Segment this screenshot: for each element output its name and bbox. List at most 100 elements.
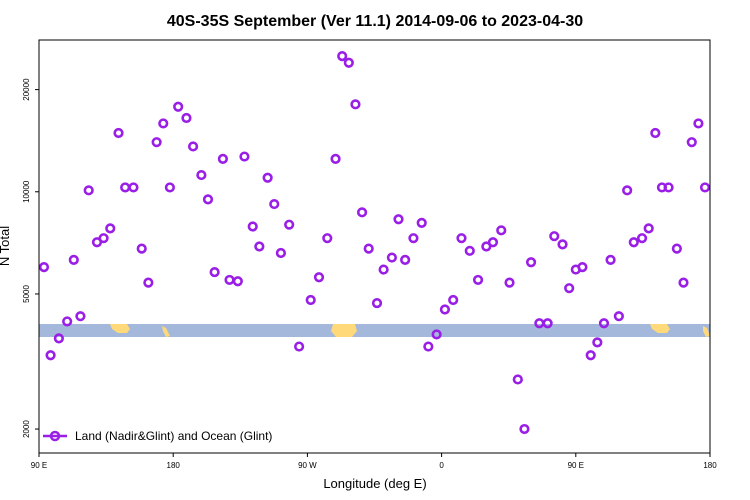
data-point-0-24	[217, 153, 229, 164]
data-point-0-12	[128, 182, 139, 193]
data-point-0-6	[83, 185, 94, 196]
data-point-0-34	[294, 341, 305, 352]
x-tick-label-5: 180	[703, 461, 717, 470]
data-point-0-67	[549, 231, 560, 242]
data-point-0-43	[363, 243, 374, 254]
data-point-0-13	[136, 243, 147, 254]
data-point-0-30	[262, 172, 273, 183]
data-point-0-37	[322, 233, 333, 244]
world-map-strip	[39, 324, 710, 337]
data-point-0-35	[305, 294, 316, 306]
data-point-0-78	[628, 237, 639, 248]
data-point-0-2	[53, 333, 64, 344]
y-tick-label-1: 5000	[22, 285, 31, 303]
data-point-0-62	[512, 374, 523, 385]
data-point-0-77	[622, 185, 633, 196]
land-patch-3	[331, 324, 357, 337]
data-point-0-14	[143, 277, 154, 288]
x-tick-label-4: 90 E	[568, 461, 584, 470]
data-point-0-3	[62, 316, 73, 327]
x-axis-label: Longitude (deg E)	[323, 476, 426, 491]
data-point-0-53	[439, 304, 451, 315]
data-point-0-71	[577, 261, 588, 273]
data-point-0-17	[164, 182, 175, 193]
x-tick-label-3: 0	[439, 461, 444, 470]
data-points	[38, 51, 711, 435]
data-point-0-54	[448, 294, 459, 306]
data-point-0-10	[113, 127, 124, 139]
data-point-0-32	[275, 247, 286, 259]
data-point-0-56	[464, 245, 475, 256]
data-point-0-8	[98, 233, 109, 244]
data-point-0-72	[585, 350, 596, 361]
data-point-0-75	[605, 254, 616, 265]
data-point-0-20	[187, 141, 199, 152]
data-point-0-57	[472, 274, 484, 286]
data-point-0-5	[75, 311, 86, 322]
data-point-0-42	[356, 207, 368, 218]
data-point-0-68	[557, 239, 568, 250]
data-point-0-52	[431, 329, 442, 340]
land-patch-5	[703, 326, 710, 337]
data-point-0-40	[343, 57, 354, 68]
data-point-0-84	[671, 243, 682, 254]
data-point-0-29	[254, 241, 265, 252]
data-point-0-63	[519, 423, 530, 435]
data-point-0-28	[247, 221, 258, 232]
data-point-0-81	[650, 127, 661, 139]
x-axis: 90 E 180 90 W 0 90 E 180	[31, 453, 717, 470]
data-point-0-47	[393, 214, 404, 225]
data-point-0-15	[151, 137, 162, 148]
land-patch-1	[110, 324, 130, 333]
data-point-0-65	[534, 318, 545, 329]
data-point-0-48	[400, 254, 411, 265]
data-point-0-41	[350, 99, 361, 110]
data-point-0-11	[120, 182, 131, 193]
data-point-0-61	[504, 277, 515, 288]
data-point-0-85	[678, 277, 689, 288]
data-point-0-45	[378, 264, 389, 275]
data-point-0-1	[45, 350, 56, 361]
data-point-0-51	[423, 341, 434, 352]
y-tick-label-0: 2000	[22, 420, 31, 438]
data-point-0-26	[232, 276, 243, 287]
data-point-0-21	[196, 169, 207, 181]
data-point-0-9	[105, 223, 116, 234]
chart-title: 40S-35S September (Ver 11.1) 2014-09-06 …	[167, 13, 583, 30]
data-point-0-80	[643, 223, 654, 234]
data-point-0-33	[284, 219, 295, 230]
data-point-0-23	[209, 266, 220, 278]
data-point-0-18	[173, 101, 184, 112]
y-axis-label: N Total	[0, 226, 12, 266]
data-point-0-79	[636, 233, 648, 244]
data-point-0-4	[68, 254, 79, 265]
land-patch-4	[650, 324, 670, 333]
data-point-0-27	[239, 151, 250, 162]
data-point-0-55	[456, 233, 467, 244]
data-point-0-16	[158, 118, 169, 129]
data-point-0-76	[613, 311, 624, 322]
data-point-0-64	[525, 257, 537, 268]
data-point-0-74	[598, 318, 610, 329]
data-point-0-83	[663, 182, 674, 193]
data-point-0-39	[337, 51, 348, 62]
legend-label: Land (Nadir&Glint) and Ocean (Glint)	[75, 429, 272, 443]
x-tick-label-0: 90 E	[31, 461, 47, 470]
plot-frame	[38, 39, 711, 454]
x-tick-label-2: 90 W	[298, 461, 317, 470]
data-point-0-49	[408, 233, 419, 244]
data-point-0-88	[699, 182, 711, 193]
data-point-0-31	[269, 198, 280, 210]
data-point-0-87	[693, 118, 704, 129]
data-point-0-86	[686, 137, 697, 148]
data-point-0-38	[330, 153, 341, 164]
data-point-0-44	[371, 297, 383, 309]
ocean-band	[39, 324, 710, 337]
legend-circle-marker	[49, 430, 61, 442]
data-point-0-46	[386, 252, 397, 263]
y-tick-label-2: 10000	[22, 180, 31, 203]
land-patch-2	[162, 326, 170, 337]
x-tick-label-1: 180	[167, 461, 181, 470]
y-tick-label-3: 20000	[22, 78, 31, 101]
